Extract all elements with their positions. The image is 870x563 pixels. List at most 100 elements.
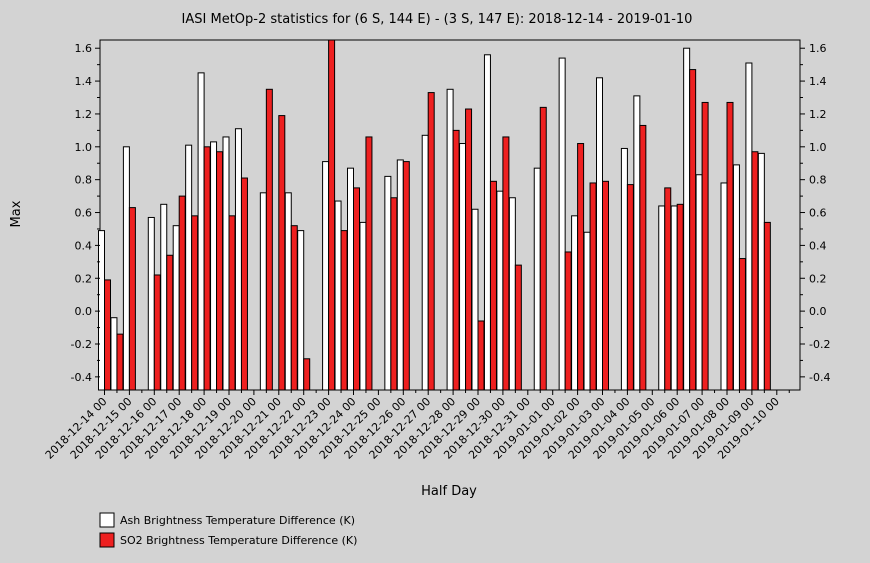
ash-bar-2018-12-30-00	[496, 190, 504, 391]
y-tick-label-left: 1.0	[75, 141, 93, 154]
so2-bar-2019-01-03-00	[602, 180, 609, 391]
ash-bar-2019-01-08-12	[732, 164, 740, 391]
so2-bar-2018-12-19-12	[240, 177, 248, 391]
bars-layer	[98, 39, 771, 391]
so2-bar-2018-12-21-12	[290, 225, 298, 391]
ash-bar-2018-12-27-00	[421, 134, 429, 391]
so2-bar-2018-12-30-00	[502, 136, 510, 391]
ash-bar-2019-01-02-12	[583, 231, 591, 391]
so2-bar-2019-01-08-12	[738, 258, 746, 391]
y-tick-label-right: 0.6	[809, 207, 827, 220]
y-tick-label-right: 1.4	[809, 75, 827, 88]
so2-bar-2019-01-05-12	[664, 187, 672, 391]
ash-bar-2018-12-31-12	[533, 167, 541, 391]
ash-bar-2018-12-24-12	[359, 221, 367, 391]
y-tick-label-right: 1.6	[809, 42, 827, 55]
ash-bar-2019-01-05-12	[658, 205, 666, 391]
so2-bar-2018-12-30-12	[514, 264, 522, 391]
so2-bar-2018-12-18-12	[216, 151, 224, 391]
so2-bar-2018-12-22-00	[303, 358, 311, 391]
ash-bar-2019-01-06-00	[670, 205, 678, 391]
ash-bar-2019-01-06-12	[683, 47, 691, 391]
so2-bar-2018-12-18-00	[203, 146, 211, 391]
y-tick-label-right: 0.2	[809, 272, 827, 285]
x-axis-label: Half Day	[421, 484, 477, 499]
ash-bar-2018-12-21-12	[284, 192, 292, 391]
so2-bar-2018-12-23-00	[328, 39, 336, 391]
y-axis-right: -0.4 -0.2 0.0 0.2 0.4 0.6 0.8 1.0 1.2 1.4 1.6	[800, 42, 830, 384]
ash-bar-2018-12-14-12	[110, 317, 118, 391]
so2-bar-2018-12-24-00	[353, 187, 360, 391]
ash-bar-2019-01-04-00	[620, 147, 628, 391]
y-tick-label-right: 1.2	[809, 108, 827, 121]
so2-bar-2018-12-26-00	[402, 161, 410, 391]
ash-bar-2019-01-01-12	[558, 57, 566, 391]
ash-bar-2018-12-16-00	[147, 216, 155, 391]
so2-bar-2018-12-19-00	[228, 215, 236, 391]
legend-swatch-ash	[99, 512, 115, 528]
so2-bar-2018-12-27-00	[427, 92, 435, 391]
so2-bar-2018-12-29-00	[477, 320, 485, 391]
ash-bar-2019-01-09-12	[757, 152, 765, 391]
y-tick-label-left: 0.4	[75, 239, 93, 252]
so2-bar-2018-12-17-12	[191, 215, 199, 391]
so2-bar-2018-12-28-00	[452, 129, 460, 391]
ash-bar-2019-01-08-00	[720, 182, 728, 391]
y-axis-label: Max	[9, 200, 24, 227]
y-tick-label-left: 1.4	[75, 75, 93, 88]
so2-bar-2018-12-28-12	[465, 108, 473, 391]
y-tick-label-right: 0.0	[809, 305, 827, 318]
y-tick-label-right: 0.8	[809, 174, 827, 187]
y-tick-label-left: 0.2	[75, 272, 93, 285]
ash-bar-2018-12-29-00	[471, 208, 479, 391]
ash-bar-2018-12-14-00	[98, 230, 105, 391]
so2-bar-2018-12-21-00	[278, 115, 286, 391]
ash-bar-2018-12-17-00	[172, 225, 180, 391]
so2-bar-2018-12-20-12	[265, 88, 273, 391]
ash-bar-2018-12-19-00	[222, 136, 230, 391]
legend-label-ash: Ash Brightness Temperature Difference (K…	[120, 514, 355, 527]
so2-bar-2018-12-17-00	[178, 195, 186, 391]
ash-bar-2018-12-22-00	[297, 230, 305, 391]
legend-swatch-so2	[99, 532, 115, 548]
ash-bar-2019-01-04-12	[633, 95, 641, 391]
ash-bar-2018-12-28-00	[446, 88, 454, 391]
so2-bar-2019-01-04-12	[639, 124, 647, 391]
ash-bar-2018-12-18-12	[210, 141, 218, 391]
y-tick-label-right: -0.2	[809, 338, 830, 351]
ash-bar-2019-01-09-00	[745, 62, 753, 391]
y-axis-left: -0.4 -0.2 0.0 0.2 0.4 0.6 0.8 1.0 1.2 1.4 1.6	[71, 42, 100, 384]
ash-bar-2018-12-24-00	[347, 167, 354, 391]
so2-bar-2019-01-01-12	[564, 251, 572, 391]
ash-bar-2018-12-28-12	[459, 143, 467, 391]
so2-bar-2018-12-29-12	[489, 180, 497, 391]
so2-bar-2019-01-08-00	[726, 101, 734, 391]
ash-bar-2018-12-15-00	[122, 146, 130, 391]
so2-bar-2018-12-23-12	[340, 230, 348, 391]
ash-bar-2018-12-30-12	[508, 197, 516, 391]
y-tick-label-right: 0.4	[809, 239, 827, 252]
ash-bar-2019-01-07-00	[695, 174, 703, 391]
ash-bar-2018-12-29-12	[483, 54, 491, 391]
y-tick-label-right: 1.0	[809, 141, 827, 154]
ash-bar-2018-12-23-12	[334, 200, 342, 391]
y-tick-label-left: -0.2	[71, 338, 92, 351]
y-tick-label-left: -0.4	[71, 371, 92, 384]
ash-bar-2018-12-20-12	[259, 192, 267, 391]
so2-bar-2019-01-06-12	[689, 69, 697, 391]
y-tick-label-left: 0.6	[75, 207, 93, 220]
ash-bar-2018-12-25-12	[384, 175, 392, 391]
ash-bar-2018-12-23-00	[322, 161, 330, 391]
ash-bar-2018-12-26-00	[396, 159, 404, 391]
y-tick-label-left: 0.8	[75, 174, 93, 187]
so2-bar-2019-01-06-00	[676, 203, 684, 391]
so2-bar-2018-12-16-12	[166, 254, 174, 391]
ash-bar-2018-12-17-12	[185, 144, 193, 391]
so2-bar-2018-12-25-12	[390, 197, 398, 391]
so2-bar-2019-01-09-12	[763, 221, 771, 391]
so2-bar-2019-01-02-12	[589, 182, 597, 391]
y-tick-label-left: 1.2	[75, 108, 93, 121]
so2-bar-2018-12-14-12	[116, 333, 124, 391]
